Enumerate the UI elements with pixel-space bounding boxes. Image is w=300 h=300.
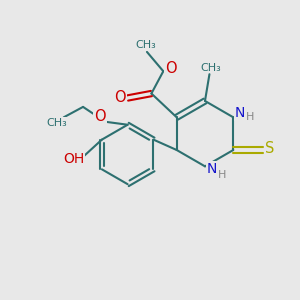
Text: OH: OH [63, 152, 84, 166]
Text: S: S [265, 141, 274, 156]
Text: O: O [114, 91, 126, 106]
Text: H: H [218, 170, 226, 180]
Text: N: N [235, 106, 245, 120]
Text: H: H [246, 112, 255, 122]
Text: CH₃: CH₃ [201, 63, 221, 73]
Text: O: O [94, 109, 106, 124]
Text: N: N [206, 162, 217, 176]
Text: O: O [165, 61, 176, 76]
Text: CH₃: CH₃ [135, 40, 156, 50]
Text: CH₃: CH₃ [47, 118, 68, 128]
